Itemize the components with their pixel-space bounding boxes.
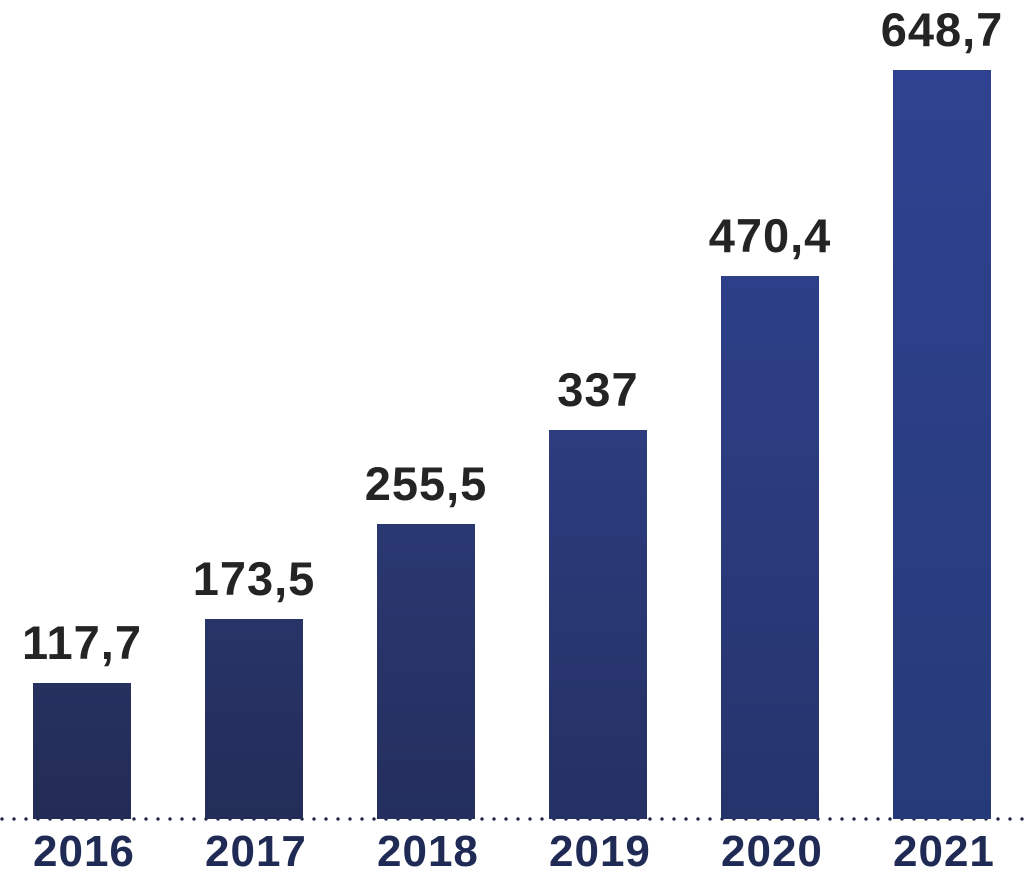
x-axis-label-2017: 2017 bbox=[205, 827, 307, 876]
x-axis-label-2018: 2018 bbox=[377, 827, 479, 876]
bar-2017 bbox=[205, 619, 303, 819]
x-axis-label-2021: 2021 bbox=[893, 827, 995, 876]
bar-2021 bbox=[893, 70, 991, 819]
bar-column-2018: 255,5 bbox=[365, 458, 486, 821]
plot-area: 117,7 173,5 255,5 337 470,4 648,7 bbox=[0, 4, 1024, 821]
x-axis-label-2016: 2016 bbox=[33, 827, 135, 876]
x-axis-labels: 2016 2017 2018 2019 2020 2021 bbox=[0, 821, 1024, 883]
bar-column-2016: 117,7 bbox=[22, 617, 141, 821]
x-axis-label-2019: 2019 bbox=[549, 827, 651, 876]
bar-column-2020: 470,4 bbox=[709, 210, 830, 821]
bar-value-label: 470,4 bbox=[708, 209, 832, 263]
x-axis-label-2020: 2020 bbox=[721, 827, 823, 876]
bar-value-label: 648,7 bbox=[880, 3, 1004, 57]
bar-value-label: 173,5 bbox=[192, 552, 316, 606]
bar-2020 bbox=[721, 276, 819, 819]
bar-value-label: 117,7 bbox=[21, 616, 143, 670]
x-axis-dotted-line bbox=[0, 817, 1024, 821]
bar-column-2021: 648,7 bbox=[881, 4, 1002, 821]
bar-2018 bbox=[377, 524, 475, 819]
bar-2019 bbox=[549, 430, 647, 819]
bar-value-label: 255,5 bbox=[364, 457, 488, 511]
bar-column-2019: 337 bbox=[549, 364, 647, 821]
bar-value-label: 337 bbox=[557, 363, 639, 417]
bar-2016 bbox=[33, 683, 131, 819]
bar-column-2017: 173,5 bbox=[193, 553, 314, 821]
